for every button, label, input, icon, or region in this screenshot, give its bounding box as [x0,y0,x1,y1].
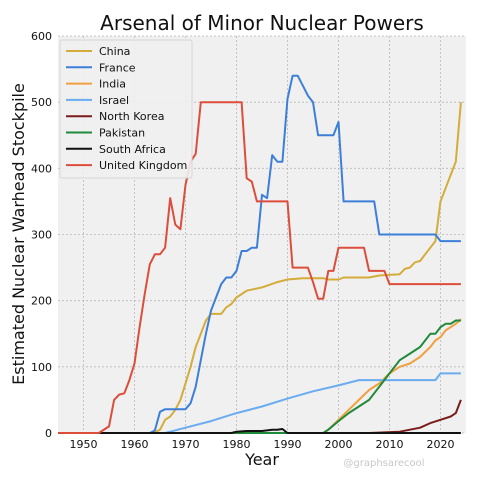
legend: China France India Israel North Korea Pakista… [59,39,193,179]
series-line-china [58,102,462,434]
x-tick-label: 2020 [427,438,455,451]
legend-label-north-korea: North Korea [99,110,164,123]
series-layer [58,74,462,434]
y-axis-label: Estimated Nuclear Warhead Stockpile [9,83,28,385]
y-ticks: 0 100 200 300 400 500 600 [31,30,52,440]
watermark: @graphsarecool [343,458,424,469]
chart-title: Arsenal of Minor Nuclear Powers [100,11,424,35]
series-line-pakistan [58,319,461,434]
y-tick-label: 100 [31,361,52,374]
x-tick-label: 1970 [172,438,200,451]
legend-label-india: India [99,78,126,91]
legend-label-israel: Israel [99,94,129,107]
legend-label-china: China [99,45,130,58]
legend-label-france: France [99,61,136,74]
legend-box [59,39,193,179]
series-line-south-africa [58,428,461,434]
legend-label-south-africa: South Africa [99,143,166,156]
y-tick-label: 500 [31,96,52,109]
y-tick-label: 0 [45,427,52,440]
series-line-india [58,318,462,434]
y-tick-label: 200 [31,295,52,308]
series-line-united-kingdom [58,101,461,434]
series-line-france [58,74,461,434]
x-ticks: 1950 1960 1970 1980 1990 2000 2010 2020 [70,438,455,451]
x-tick-label: 1950 [70,438,98,451]
x-tick-label: 1990 [274,438,302,451]
legend-label-united-kingdom: United Kingdom [99,159,187,172]
y-tick-label: 600 [31,30,52,43]
x-tick-label: 2000 [325,438,353,451]
y-tick-label: 300 [31,229,52,242]
series-line-israel [58,372,461,434]
y-tick-label: 400 [31,162,52,175]
legend-label-pakistan: Pakistan [99,127,145,140]
x-tick-label: 2010 [376,438,404,451]
x-tick-label: 1980 [223,438,251,451]
x-axis-label: Year [244,450,279,469]
x-tick-label: 1960 [121,438,149,451]
